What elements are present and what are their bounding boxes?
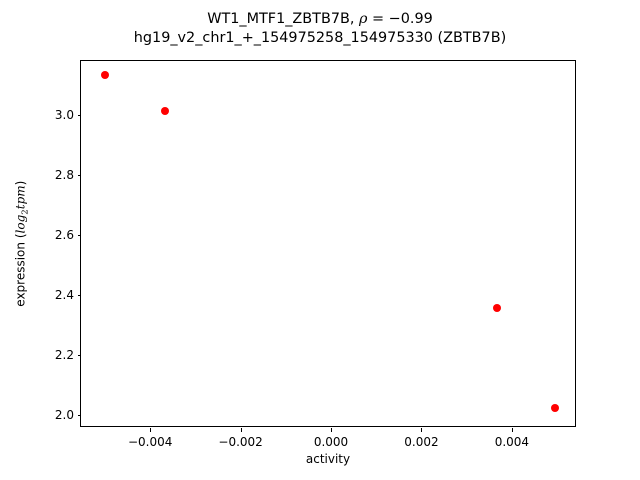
x-axis-tick	[240, 428, 242, 432]
x-axis-tick	[150, 428, 152, 432]
data-point	[551, 404, 560, 413]
y-axis-tick-label: 3.0	[54, 108, 74, 123]
y-axis-label-math: log2tpm	[13, 185, 30, 234]
x-axis-tick-label: −0.002	[218, 435, 263, 449]
x-axis-tick-label: 0.000	[313, 435, 349, 449]
x-axis-label: activity	[305, 452, 351, 466]
scatter-plot-area	[81, 61, 575, 426]
rho-value: = −0.99	[367, 11, 433, 27]
y-axis-tick	[77, 115, 81, 117]
y-axis-tick	[77, 355, 81, 357]
y-axis-tick-label: 2.0	[54, 407, 74, 422]
x-axis-tick-label: −0.004	[127, 435, 173, 449]
y-axis-label-log: log	[13, 214, 28, 234]
rho-symbol: ρ	[359, 11, 368, 27]
chart-title-prefix: WT1_MTF1_ZBTB7B,	[207, 11, 359, 27]
y-axis-tick	[77, 175, 81, 177]
chart-title: WT1_MTF1_ZBTB7B, ρ = −0.99 hg19_v2_chr1_…	[0, 10, 640, 48]
chart-title-line-1: WT1_MTF1_ZBTB7B, ρ = −0.99	[0, 10, 640, 29]
x-axis-tick	[511, 428, 513, 432]
x-axis-tick-label: 0.004	[494, 435, 530, 449]
y-axis-label-postfix: )	[13, 180, 28, 186]
y-axis-label-text: expression (log2tpm)	[13, 180, 30, 306]
plot-axes-frame: −0.004 −0.002 0.000 0.002 0.004 2.0 2.2 2.4 2.6 2…	[55, 60, 576, 449]
y-axis-tick	[77, 295, 81, 297]
y-axis-tick-label: 2.4	[54, 288, 74, 303]
y-axis-label-prefix: expression (	[13, 233, 28, 307]
data-point	[161, 106, 170, 115]
y-axis-tick	[77, 414, 81, 416]
y-axis-label: expression (log2tpm)	[13, 60, 30, 427]
y-axis-tick-label: 2.6	[54, 228, 74, 243]
chart-title-line-2: hg19_v2_chr1_+_154975258_154975330 (ZBTB…	[133, 30, 507, 46]
y-axis-label-base: 2	[20, 209, 31, 215]
y-axis-tick-label: 2.8	[54, 168, 74, 183]
data-point	[100, 70, 109, 79]
x-axis-tick	[331, 428, 333, 432]
y-axis-tick	[77, 235, 81, 237]
x-axis-tick-label: 0.002	[404, 435, 439, 449]
y-axis-tick-label: 2.2	[54, 348, 74, 363]
y-axis-label-tpm: tpm	[13, 185, 28, 210]
x-axis-tick	[421, 428, 423, 432]
data-point	[492, 303, 501, 312]
